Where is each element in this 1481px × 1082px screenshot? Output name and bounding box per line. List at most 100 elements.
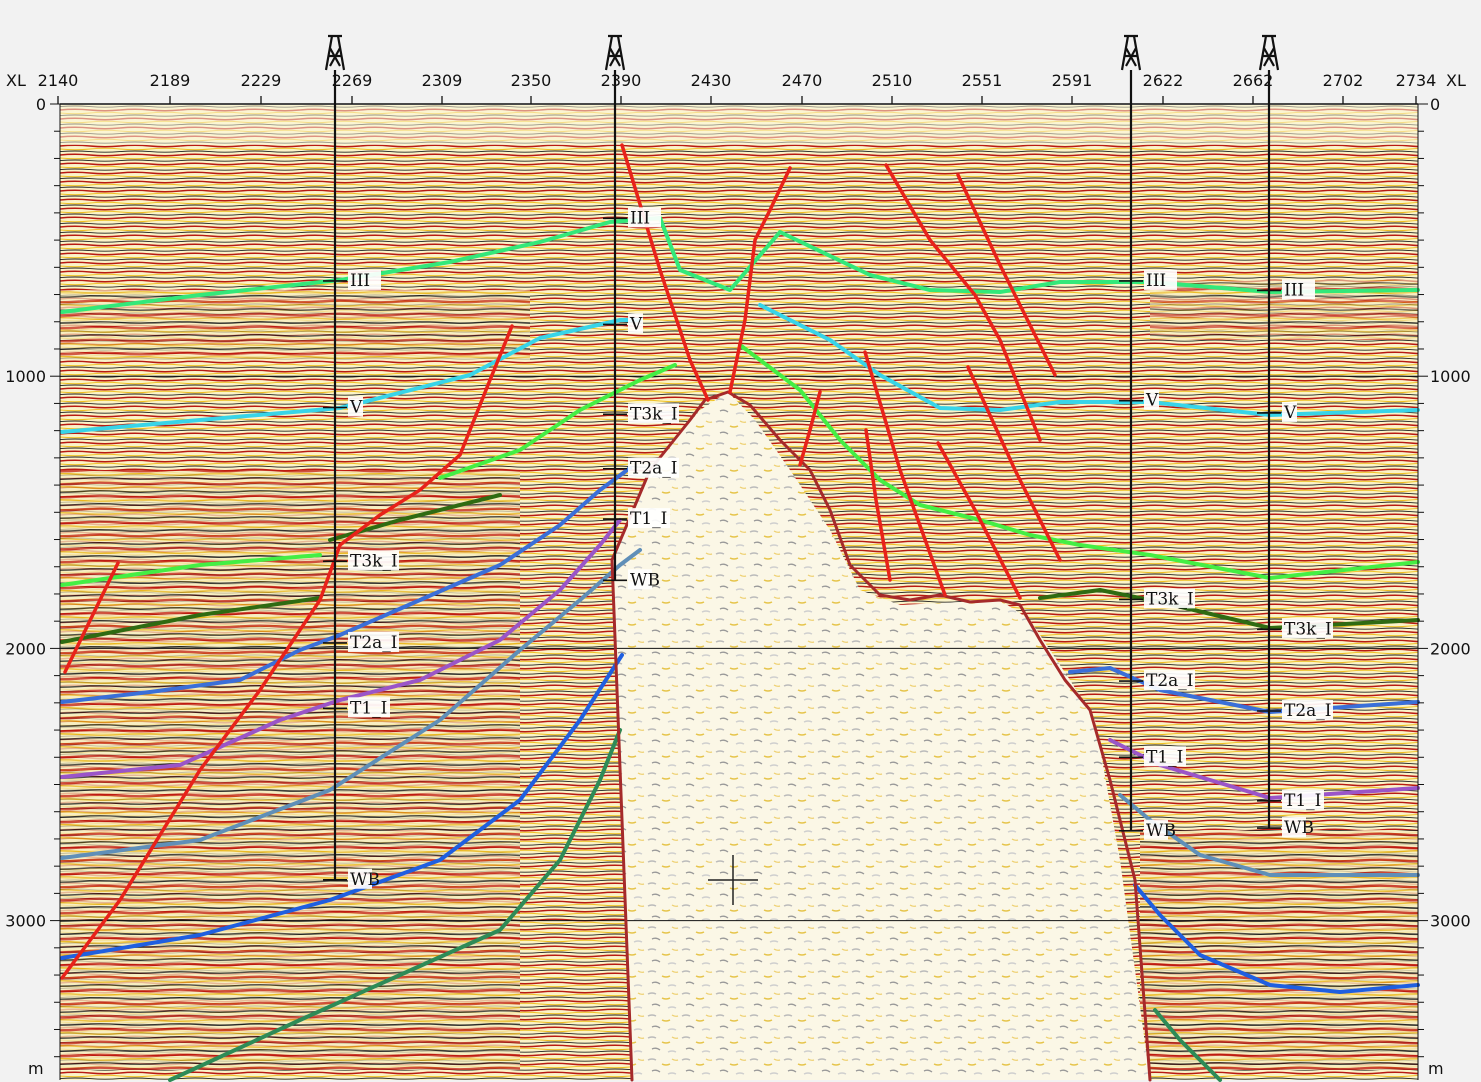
horizon-III (60, 216, 1420, 314)
unit-label-right: m (1428, 1059, 1444, 1078)
depth-label-left: 3000 (5, 912, 46, 931)
depth-label-left: 0 (36, 95, 46, 114)
well-4[interactable]: III V T3k_I T2a_I T1_I WB (1257, 34, 1333, 838)
depth-label-left: 2000 (5, 639, 46, 658)
well-1[interactable]: III V T3k_I T2a_I T1_I WB (323, 34, 399, 890)
well-marker-label: V (349, 398, 363, 418)
well-marker-label: T1_I (350, 698, 387, 718)
well-marker-label: WB (1146, 821, 1176, 841)
well-marker-label: III (1284, 280, 1304, 300)
depth-label-right: 3000 (1430, 912, 1471, 931)
fault-10 (936, 441, 1022, 600)
well-marker-label-bg (628, 207, 661, 228)
well-marker-label-bg (628, 569, 652, 590)
well-marker-label: V (1283, 403, 1297, 423)
xl-tick-label: 2140 (38, 71, 79, 90)
depth-axes: 0 0 1000 1000 2000 2000 3000 3000 (5, 95, 1471, 1080)
well-marker-label-bg (1144, 670, 1195, 691)
horizon-V (60, 303, 1420, 434)
well-marker-label-bg (1282, 817, 1306, 838)
well-marker-label-bg (1144, 389, 1159, 410)
well-marker-label-bg (348, 550, 399, 571)
fault-7 (956, 173, 1057, 377)
well-marker-label: III (1146, 271, 1166, 291)
well-marker-label-bg (1144, 819, 1168, 840)
salt-body (612, 392, 1150, 1080)
well-marker-label-bg (1144, 269, 1177, 290)
salt-boundary (610, 390, 1152, 1082)
xl-tick-label: 2189 (150, 71, 191, 90)
well-marker-label: T3k_I (350, 551, 398, 571)
xl-tick-label: 2430 (691, 71, 732, 90)
fault-5 (798, 390, 822, 467)
cursor-crosshair-icon (708, 855, 758, 905)
xl-tick-label: 2510 (872, 71, 913, 90)
xl-tick-label: 2591 (1052, 71, 1093, 90)
well-derrick-icon (1120, 34, 1142, 71)
well-marker-label: WB (350, 870, 380, 890)
xl-tick-label: 2470 (782, 71, 823, 90)
xl-tick-label: 2551 (962, 71, 1003, 90)
fault-8 (863, 350, 947, 597)
xl-tick-label: 2734 (1396, 71, 1437, 90)
xl-tick-label: 2309 (422, 71, 463, 90)
well-marker-label: III (350, 271, 370, 291)
depth-label-left: 1000 (5, 367, 46, 386)
fault-6 (884, 163, 1042, 442)
xl-tick-label: 2229 (241, 71, 282, 90)
well-marker-label: III (630, 208, 650, 228)
fault-2 (63, 561, 120, 674)
xl-tick-label: 2350 (511, 71, 552, 90)
well-derrick-icon (604, 34, 626, 71)
well-marker-label-bg (1282, 401, 1297, 422)
depth-label-right: 0 (1430, 95, 1440, 114)
well-marker-label: V (1145, 391, 1159, 411)
unit-label-left: m (28, 1059, 44, 1078)
xl-label-right: XL (1446, 71, 1466, 90)
wells[interactable]: III V T3k_I T2a_I T1_I WB III V T3k_I T2a_I T1_I WB… (323, 34, 1333, 890)
well-marker-label-bg (348, 396, 363, 417)
fault-11 (966, 365, 1062, 562)
xl-tick-label: 2269 (332, 71, 373, 90)
well-marker-label-bg (1282, 279, 1315, 300)
depth-label-right: 1000 (1430, 367, 1471, 386)
xl-tick-label: 2662 (1233, 71, 1274, 90)
fault-4 (728, 166, 792, 394)
xl-tick-label: 2702 (1323, 71, 1364, 90)
xl-tick-label: 2390 (601, 71, 642, 90)
horizon-deep-blue (60, 653, 1420, 994)
well-marker-label-bg (628, 313, 643, 334)
xl-tick-label: 2622 (1143, 71, 1184, 90)
xl-label-left: XL (6, 71, 26, 90)
well-derrick-icon (324, 34, 346, 71)
top-axis: 2140 2189 2229 2269 2309 2350 2390 2430 2470 2510… (6, 71, 1466, 105)
well-marker-label: T2a_I (1146, 671, 1194, 691)
well-marker-label: T3k_I (1146, 589, 1194, 609)
well-marker-label: T2a_I (350, 633, 398, 653)
well-marker-label-bg (1282, 618, 1333, 639)
well-marker-label: T2a_I (630, 459, 678, 479)
well-marker-label: T3k_I (630, 404, 678, 424)
well-marker-label: WB (630, 570, 660, 590)
well-marker-label: T2a_I (1284, 701, 1332, 721)
well-marker-label-bg (348, 697, 390, 718)
well-marker-label: T1_I (1284, 791, 1321, 811)
well-marker-label-bg (628, 457, 679, 478)
well-marker-label: WB (1284, 818, 1314, 838)
well-marker-label: T1_I (1146, 747, 1183, 767)
well-2[interactable]: III V T3k_I T2a_I T1_I WB (603, 34, 679, 590)
well-3[interactable]: III V T3k_I T2a_I T1_I WB (1119, 34, 1195, 841)
well-marker-label: T1_I (630, 509, 667, 529)
well-marker-label-bg (1144, 588, 1195, 609)
well-marker-label-bg (1144, 746, 1186, 767)
fault-9 (864, 428, 892, 582)
fault-lines (60, 143, 1062, 980)
well-marker-label-bg (628, 508, 670, 529)
horizon-deep-green (168, 728, 1222, 1082)
well-marker-label-bg (1282, 700, 1333, 721)
well-marker-label-bg (348, 631, 399, 652)
fault-1 (60, 324, 514, 980)
well-marker-label: T3k_I (1284, 619, 1332, 639)
well-marker-label: V (629, 314, 643, 334)
